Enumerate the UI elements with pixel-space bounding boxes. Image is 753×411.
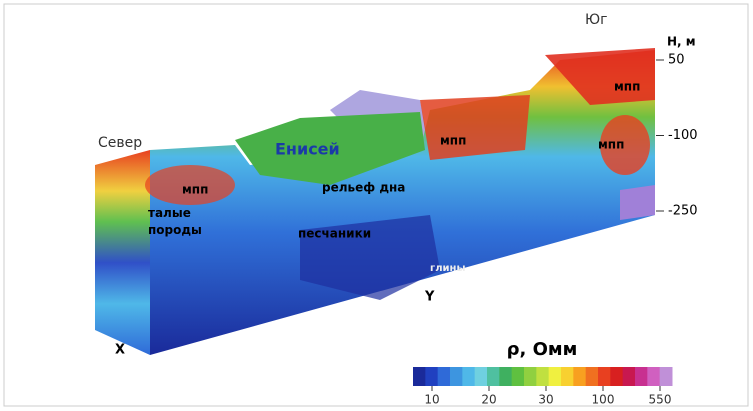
colorbar-swatch bbox=[610, 367, 623, 386]
colorbar-swatch bbox=[586, 367, 599, 386]
figure: Север Юг X Y H, м Енисей рельеф дна мпп … bbox=[0, 0, 753, 411]
colorbar-swatch bbox=[549, 367, 562, 386]
colorbar-tick-label: 30 bbox=[538, 393, 553, 407]
river-label: Енисей bbox=[275, 140, 340, 159]
south-label: Юг bbox=[585, 12, 607, 28]
colorbar-swatch bbox=[462, 367, 475, 386]
colorbar-swatch bbox=[573, 367, 586, 386]
colorbar-swatch bbox=[635, 367, 648, 386]
thawed-label: талые породы bbox=[148, 205, 204, 239]
mpp-label: мпп bbox=[440, 134, 466, 148]
colorbar-swatch bbox=[561, 367, 574, 386]
colorbar-tick-label: 10 bbox=[424, 393, 439, 407]
north-label: Север bbox=[98, 135, 142, 151]
colorbar-tick-label: 20 bbox=[481, 393, 496, 407]
colorbar-swatch bbox=[438, 367, 451, 386]
thawed-label-box: талые породы bbox=[148, 205, 218, 255]
colorbar-swatch bbox=[660, 367, 673, 386]
mpp-label: мпп bbox=[182, 183, 208, 197]
depth-tick-label: 50 bbox=[668, 53, 685, 68]
colorbar-swatch bbox=[647, 367, 660, 386]
colorbar-swatch bbox=[512, 367, 525, 386]
page: Север Юг X Y H, м Енисей рельеф дна мпп … bbox=[0, 0, 753, 411]
colorbar-swatch bbox=[450, 367, 463, 386]
mpp-label: мпп bbox=[598, 138, 624, 152]
colorbar-swatch bbox=[425, 367, 438, 386]
colorbar-swatch bbox=[487, 367, 500, 386]
mpp-label: мпп bbox=[614, 80, 640, 94]
front-face bbox=[150, 50, 655, 355]
colorbar-swatch bbox=[413, 367, 426, 386]
depth-tick-label: -100 bbox=[668, 128, 698, 143]
depth-tick-label: -250 bbox=[668, 204, 698, 219]
corner-y: Y bbox=[424, 290, 435, 305]
colorbar-swatch bbox=[598, 367, 611, 386]
end-face bbox=[95, 150, 150, 355]
colorbar-label: ρ, Омм bbox=[507, 339, 578, 360]
block bbox=[95, 48, 655, 355]
colorbar-tick-label: 100 bbox=[592, 393, 615, 407]
colorbar-swatch bbox=[524, 367, 537, 386]
colorbar-swatch bbox=[623, 367, 636, 386]
colorbar-swatch bbox=[499, 367, 512, 386]
high-resistivity bbox=[420, 95, 530, 160]
sandstone-label: песчаники bbox=[298, 227, 371, 241]
clay-label: глины bbox=[430, 263, 466, 274]
depth-label: H, м bbox=[667, 35, 696, 49]
colorbar-tick-label: 550 bbox=[649, 393, 672, 407]
corner-x: X bbox=[115, 343, 125, 358]
colorbar-swatch bbox=[536, 367, 549, 386]
colorbar-swatch bbox=[475, 367, 488, 386]
purple-zone bbox=[620, 185, 655, 220]
relief-label: рельеф дна bbox=[322, 181, 405, 195]
